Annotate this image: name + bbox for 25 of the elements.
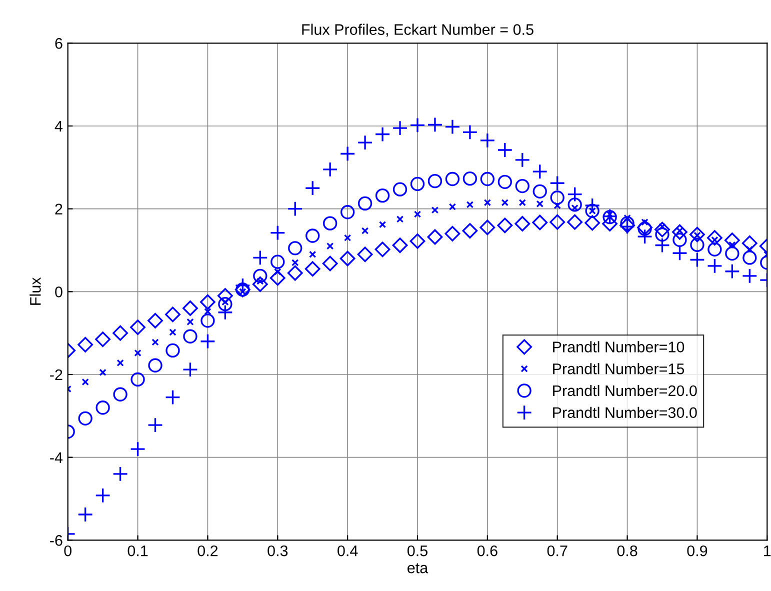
x-tick-label: 0.3 (268, 545, 288, 556)
x-axis-title: eta (408, 563, 428, 574)
y-tick-label: -2 (50, 369, 62, 380)
y-tick-label: 6 (55, 38, 62, 49)
x-tick-label: 0.7 (547, 545, 568, 556)
x-tick-label: 0.1 (128, 545, 148, 556)
y-tick-label: -6 (50, 535, 62, 546)
y-axis-title: Flux (30, 277, 41, 305)
legend-label: Prandtl Number=20.0 (553, 384, 697, 396)
legend-label: Prandtl Number=15 (553, 363, 684, 374)
x-tick-label: 0.9 (687, 545, 708, 556)
x-tick-label: 0.4 (338, 545, 358, 556)
x-tick-label: 0.5 (407, 545, 428, 556)
legend-label: Prandtl Number=10 (553, 341, 684, 352)
x-tick-label: 1 (764, 546, 771, 556)
y-tick-label: 4 (54, 121, 63, 132)
x-tick-label: 0.6 (477, 545, 498, 556)
x-tick-label: 0.8 (617, 545, 638, 556)
x-tick-label: 0.2 (198, 545, 218, 556)
y-tick-label: 2 (55, 204, 62, 214)
y-tick-label: -4 (50, 452, 63, 463)
legend-label: Prandtl Number=30.0 (553, 406, 697, 418)
x-tick-label: 0 (64, 545, 72, 556)
chart-title: Flux Profiles, Eckart Number = 0.5 (302, 24, 534, 37)
y-tick-label: 0 (55, 286, 62, 298)
